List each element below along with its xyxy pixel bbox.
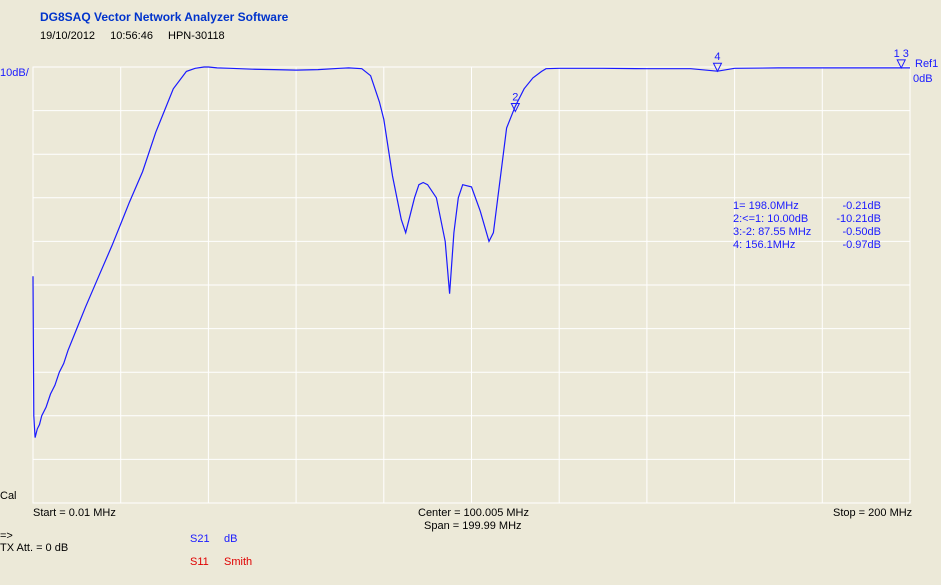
ref-label: Ref1 — [915, 58, 939, 70]
span-label: Span = 199.99 MHz — [424, 520, 522, 532]
meta-line: 19/10/2012 10:56:46 HPN-30118 — [40, 30, 237, 42]
meta-device: HPN-30118 — [168, 30, 225, 42]
cal-label: Cal — [0, 490, 17, 502]
marker-label: 4 — [714, 51, 720, 63]
app-title: DG8SAQ Vector Network Analyzer Software — [40, 10, 289, 24]
start-label: Start = 0.01 MHz — [33, 507, 116, 519]
meta-time: 10:56:46 — [110, 30, 153, 42]
trace-s11-name[interactable]: S11 — [190, 556, 209, 568]
chart-grid — [32, 66, 911, 504]
marker-triangle — [896, 59, 907, 70]
readout-label: 4: 156.1MHz — [733, 239, 796, 251]
y-scale-label: 10dB/ — [0, 67, 29, 79]
marker-label: 1 3 — [894, 48, 909, 60]
chart-markers: 1 3 2 4 — [510, 48, 909, 113]
readout-value: -0.50dB — [842, 226, 881, 238]
marker-triangle — [510, 103, 521, 113]
readout-value: -10.21dB — [836, 213, 881, 225]
trace-s11-format[interactable]: Smith — [224, 556, 253, 568]
marker-readout: 1= 198.0MHz -0.21dB 2:<=1: 10.00dB -10.21d… — [733, 200, 881, 252]
marker-label: 2 — [512, 92, 518, 104]
marker-triangle — [712, 62, 723, 73]
readout-row: 4: 156.1MHz -0.97dB — [733, 239, 881, 252]
trace-s21-format[interactable]: dB — [224, 533, 238, 545]
trace-s21-name[interactable]: S21 — [190, 533, 210, 545]
series-line-s21 — [32, 66, 910, 438]
trace-s21 — [32, 66, 911, 438]
tx-att: TX Att. = 0 dB — [0, 542, 69, 554]
readout-label: 1= 198.0MHz — [733, 200, 799, 212]
readout-label: 3:-2: 87.55 MHz — [733, 226, 812, 238]
readout-row: 1= 198.0MHz -0.21dB — [733, 200, 881, 213]
ref-value: 0dB — [913, 73, 933, 85]
status-arrow: => — [0, 530, 13, 542]
meta-date: 19/10/2012 — [40, 30, 96, 42]
readout-value: -0.97dB — [842, 239, 881, 251]
readout-row: 3:-2: 87.55 MHz -0.50dB — [733, 226, 881, 239]
readout-label: 2:<=1: 10.00dB — [733, 213, 809, 225]
readout-value: -0.21dB — [842, 200, 881, 212]
stop-label: Stop = 200 MHz — [833, 507, 913, 519]
readout-row: 2:<=1: 10.00dB -10.21dB — [733, 213, 881, 226]
center-label: Center = 100.005 MHz — [418, 507, 529, 519]
